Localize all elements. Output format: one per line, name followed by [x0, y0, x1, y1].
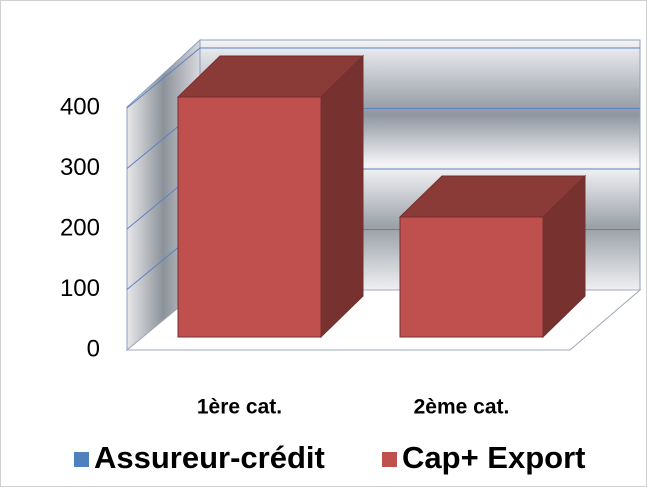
legend-label: Cap+ Export [402, 440, 585, 475]
legend-swatch [74, 452, 89, 467]
y-tick-label: 200 [60, 214, 100, 241]
y-tick-label: 0 [87, 335, 100, 362]
bar-face [177, 96, 322, 338]
legend-label: Assureur-crédit [94, 440, 325, 475]
legend-swatch [382, 452, 397, 467]
y-tick-label: 300 [60, 154, 100, 181]
bar [176, 54, 365, 339]
y-tick-label: 100 [60, 275, 100, 302]
bar [398, 174, 587, 339]
x-tick-label: 2ème cat. [414, 396, 510, 419]
x-tick-label: 1ère cat. [197, 396, 282, 419]
bar-face [320, 54, 364, 339]
bar-face [399, 216, 544, 338]
grid-line [126, 47, 640, 109]
y-tick-label: 400 [60, 93, 100, 120]
